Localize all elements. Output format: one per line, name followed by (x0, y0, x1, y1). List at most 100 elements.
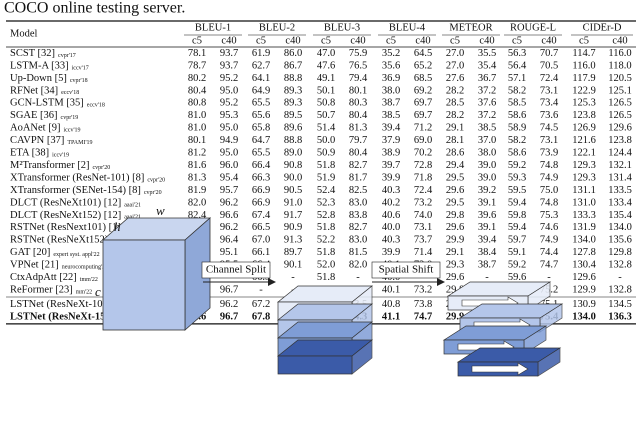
cell: 67.0 (252, 235, 270, 246)
cell: 80.4 (349, 110, 368, 121)
cell: 74.7 (540, 260, 558, 271)
cell: 49.1 (317, 73, 335, 84)
cell: 95.2 (220, 73, 238, 84)
cell: 36.7 (478, 73, 496, 84)
cell: 67.8 (252, 311, 270, 322)
cell: 70.5 (540, 60, 558, 71)
cell: 66.4 (252, 160, 271, 171)
cell: 59.8 (508, 210, 526, 221)
venue: cvpr'20 (92, 165, 110, 171)
cell: 28.5 (446, 98, 464, 109)
cell: 29.1 (446, 247, 464, 258)
cell: 66.9 (252, 197, 270, 208)
cell: 66.1 (252, 247, 270, 258)
venue: eccv'18 (87, 103, 105, 109)
cell: 116.0 (608, 48, 631, 59)
venue: mm'22 (76, 289, 92, 295)
cell: 74.7 (414, 311, 432, 322)
cell: - (259, 284, 263, 295)
cell: 59.1 (508, 247, 526, 258)
model-name: LSTNet (ResNeXt-101) (10, 299, 112, 310)
model-name: SCST [32] (10, 48, 55, 59)
cell: 96.2 (220, 222, 238, 233)
cell: 73.1 (540, 85, 558, 96)
cell: 75.9 (349, 48, 367, 59)
cell: 95.4 (220, 172, 239, 183)
cell: 38.0 (382, 85, 400, 96)
cell: 39.4 (382, 123, 401, 134)
cell: 88.8 (284, 73, 302, 84)
cell: 96.2 (220, 299, 238, 310)
cell: 64.7 (252, 135, 270, 146)
cell: 82.0 (188, 197, 206, 208)
cell: 74.4 (540, 247, 559, 258)
header-cell: c5 (512, 35, 522, 46)
cell: - (547, 272, 551, 283)
cell: 90.9 (284, 222, 302, 233)
cell: 39.7 (382, 160, 400, 171)
cell: 28.2 (446, 110, 464, 121)
cell: 134.5 (608, 299, 632, 310)
cell: 131.0 (572, 197, 596, 208)
header-cell: CIDEr-D (583, 22, 622, 33)
model-name: CtxAdpAtt [22] (10, 272, 77, 283)
arrow-head (437, 278, 445, 286)
cell: 59.2 (508, 160, 526, 171)
cell: 126.5 (608, 110, 632, 121)
cell: 64.1 (252, 73, 270, 84)
cell: 39.1 (478, 197, 496, 208)
cell: 59.3 (508, 172, 526, 183)
cell: 124.4 (608, 148, 632, 159)
cell: 125.3 (572, 98, 596, 109)
cell: 123.8 (572, 110, 596, 121)
model-name: M²Transformer [2] (10, 160, 89, 171)
cell: 133.3 (572, 210, 596, 221)
cell: 121.6 (572, 135, 596, 146)
cell: 73.1 (540, 135, 558, 146)
cell: 51.4 (317, 123, 336, 134)
label-w: w (156, 203, 165, 218)
cell: 52.0 (317, 260, 335, 271)
cell: 78.1 (188, 48, 206, 59)
cell: 129.9 (572, 284, 596, 295)
cell: 136.3 (608, 311, 632, 322)
model-name: VPNet [21] (10, 260, 59, 271)
header-cell: c5 (192, 35, 202, 46)
cell: 28.2 (446, 85, 464, 96)
cell: 73.8 (414, 299, 432, 310)
header-cell: c5 (450, 35, 460, 46)
cell: 38.4 (478, 247, 497, 258)
cell: 56.3 (508, 48, 526, 59)
cell: 58.2 (508, 135, 526, 146)
cell: 39.9 (382, 172, 400, 183)
cell: 50.7 (317, 110, 335, 121)
cell: 95.0 (220, 148, 238, 159)
cell: 81.0 (188, 110, 206, 121)
cell: 122.9 (572, 85, 596, 96)
cell: 93.7 (220, 48, 238, 59)
label-h: h (114, 219, 121, 234)
cell: 129.3 (572, 160, 596, 171)
model-name: AoANet [9] (10, 123, 60, 134)
cell: 38.9 (382, 148, 400, 159)
cell: 65.8 (252, 123, 270, 134)
cell: 130.9 (572, 299, 596, 310)
cell: 58.9 (508, 123, 526, 134)
cell: 90.5 (284, 185, 302, 196)
model-name: DLCT (ResNeXt152) [12] (10, 210, 121, 221)
cell: 62.7 (252, 60, 270, 71)
cell: 39.6 (478, 210, 496, 221)
cell: 96.0 (220, 160, 238, 171)
model-name: DLCT (ResNeXt101) [12] (10, 197, 121, 208)
cell: 129.3 (572, 172, 596, 183)
cell: 67.4 (252, 210, 271, 221)
venue: aaai'21 (124, 202, 141, 208)
cell: 86.7 (284, 60, 302, 71)
cell: 59.7 (508, 235, 526, 246)
header-cell: c40 (221, 35, 236, 46)
cell: 27.0 (446, 60, 464, 71)
cell: 82.5 (349, 185, 367, 196)
venue: expert syst. appl'22 (53, 252, 99, 258)
model-name: XTransformer (ResNet-101) [8] (10, 172, 144, 183)
cell: 47.6 (317, 60, 335, 71)
